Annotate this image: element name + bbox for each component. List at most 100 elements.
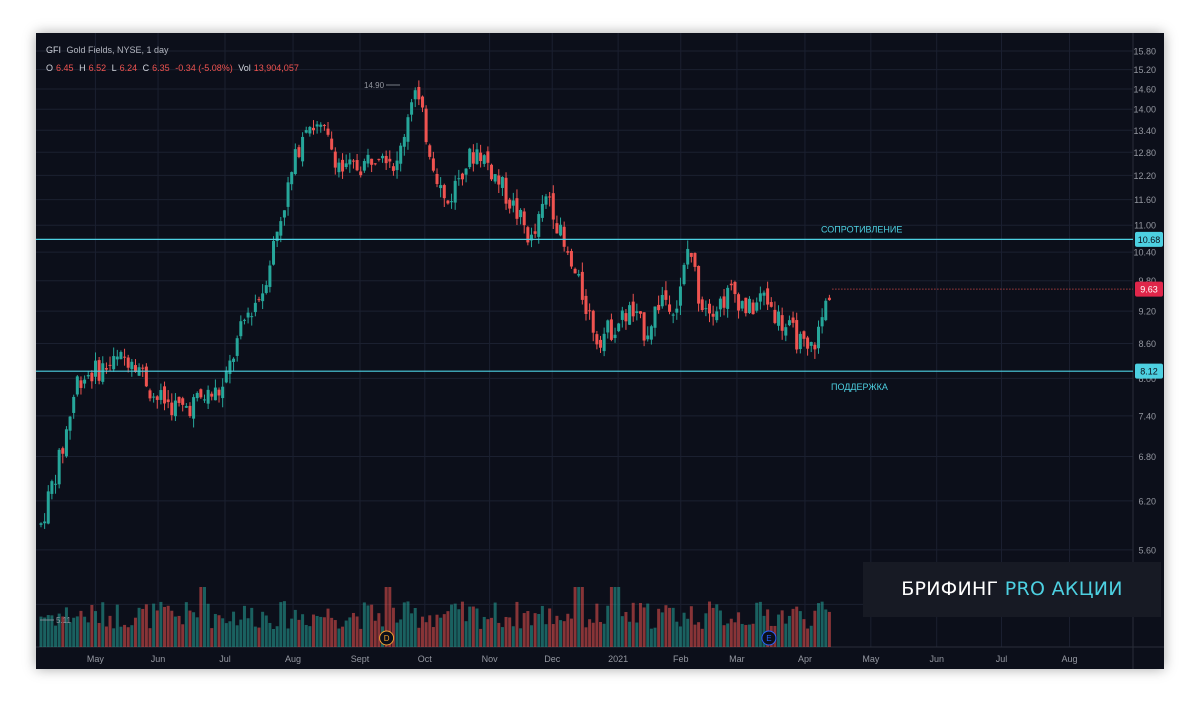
last-price-tag-text: 9.63 bbox=[1140, 285, 1158, 295]
volume-bar bbox=[119, 626, 123, 647]
x-tick-label: Jul bbox=[219, 654, 231, 664]
y-tick-label: 9.20 bbox=[1138, 307, 1156, 317]
volume-bar bbox=[159, 601, 163, 647]
volume-bar bbox=[144, 604, 148, 647]
volume-bar bbox=[297, 619, 301, 647]
volume-bar bbox=[726, 623, 730, 647]
candle-body bbox=[635, 311, 639, 313]
x-tick-label: Aug bbox=[285, 654, 301, 664]
volume-bar bbox=[170, 610, 174, 647]
volume-bar bbox=[388, 587, 392, 647]
y-tick-label: 12.80 bbox=[1133, 148, 1156, 158]
volume-bar bbox=[704, 613, 708, 647]
candle-body bbox=[90, 372, 94, 382]
volume-bar bbox=[678, 626, 682, 647]
y-tick-label: 7.40 bbox=[1138, 411, 1156, 421]
volume-bar bbox=[809, 625, 813, 647]
candle-body bbox=[130, 361, 134, 370]
volume-bar bbox=[475, 608, 479, 647]
candle-body bbox=[573, 268, 577, 274]
volume-bar bbox=[569, 618, 573, 647]
volume-bar bbox=[123, 624, 127, 647]
candle-body bbox=[348, 159, 352, 165]
candle-body bbox=[577, 274, 581, 276]
volume-bar bbox=[428, 615, 432, 647]
candle-body bbox=[595, 334, 599, 345]
volume-bar bbox=[795, 606, 799, 647]
volume-bar bbox=[824, 609, 828, 647]
volume-bar bbox=[235, 625, 239, 647]
volume-bar bbox=[130, 625, 134, 647]
volume-bar bbox=[362, 602, 366, 647]
volume-bar bbox=[319, 616, 323, 647]
volume-bar bbox=[250, 607, 254, 647]
candle-body bbox=[693, 253, 697, 267]
candle-body bbox=[395, 160, 399, 171]
volume-bar bbox=[817, 603, 821, 647]
volume-bar bbox=[337, 628, 341, 647]
candle-body bbox=[217, 389, 221, 396]
candle-body bbox=[250, 316, 254, 318]
volume-bar bbox=[715, 604, 719, 647]
chart-frame: 15.80 15.20 14.60 14.00 13.40 12.80 12.20 11.60… bbox=[36, 33, 1164, 669]
candle-body bbox=[351, 160, 355, 162]
ticker-symbol[interactable]: GFI bbox=[46, 45, 61, 55]
volume-bar bbox=[286, 628, 290, 647]
candle-body bbox=[631, 301, 635, 317]
candle-body bbox=[319, 124, 323, 127]
volume-bar bbox=[548, 608, 552, 647]
candle-body bbox=[115, 356, 119, 360]
candle-body bbox=[675, 308, 679, 313]
volume-bar bbox=[326, 608, 330, 647]
volume-bar bbox=[152, 603, 156, 647]
volume-bar bbox=[290, 618, 294, 647]
candle-body bbox=[490, 164, 494, 180]
y-tick-label: 10.40 bbox=[1133, 248, 1156, 258]
volume-bar bbox=[460, 601, 464, 647]
volume-bar bbox=[562, 621, 566, 647]
volume-bar bbox=[93, 611, 97, 647]
high-marker-label: 14.90 bbox=[364, 81, 385, 90]
volume-bar bbox=[181, 624, 185, 647]
candle-body bbox=[417, 86, 421, 100]
volume-bar bbox=[737, 612, 741, 647]
volume-bar bbox=[192, 612, 196, 647]
volume-bar bbox=[813, 610, 817, 647]
volume-bar bbox=[50, 615, 54, 647]
candle-body bbox=[737, 294, 741, 311]
candle-body bbox=[413, 90, 417, 100]
volume-bar bbox=[46, 615, 50, 647]
volume-bar bbox=[402, 602, 406, 647]
price-chart[interactable]: 15.80 15.20 14.60 14.00 13.40 12.80 12.20 11.60… bbox=[36, 33, 1164, 669]
candle-body bbox=[813, 344, 817, 350]
volume-bar bbox=[617, 587, 621, 647]
x-tick-label: Nov bbox=[482, 654, 499, 664]
candle-body bbox=[493, 174, 497, 182]
y-tick-label: 12.20 bbox=[1133, 171, 1156, 181]
volume-bar bbox=[537, 613, 541, 647]
symbol-line: GFI Gold Fields, NYSE, 1 day bbox=[46, 45, 172, 55]
candle-body bbox=[344, 163, 348, 168]
candle-body bbox=[817, 326, 821, 349]
volume-bar bbox=[664, 605, 668, 647]
volume-bar bbox=[424, 622, 428, 647]
volume-bar bbox=[497, 622, 501, 647]
change-value: -0.34 (-5.08%) bbox=[175, 63, 233, 73]
candle-body bbox=[279, 221, 283, 236]
candle-body bbox=[141, 367, 145, 369]
low-marker-label: 5.11 bbox=[56, 616, 72, 625]
volume-bar bbox=[806, 628, 810, 647]
candle-body bbox=[827, 297, 831, 301]
candle-body bbox=[202, 399, 206, 401]
volume-bar bbox=[341, 626, 345, 647]
volume-bar bbox=[686, 618, 690, 647]
volume-bar bbox=[504, 616, 508, 647]
volume-bar bbox=[464, 621, 468, 647]
candle-body bbox=[195, 393, 199, 399]
event-D-icon bbox=[379, 630, 395, 646]
volume-bar bbox=[112, 628, 116, 647]
candle-body bbox=[657, 304, 661, 311]
y-tick-label: 8.60 bbox=[1138, 339, 1156, 349]
candle-body bbox=[163, 386, 167, 404]
volume-bar bbox=[551, 624, 555, 647]
